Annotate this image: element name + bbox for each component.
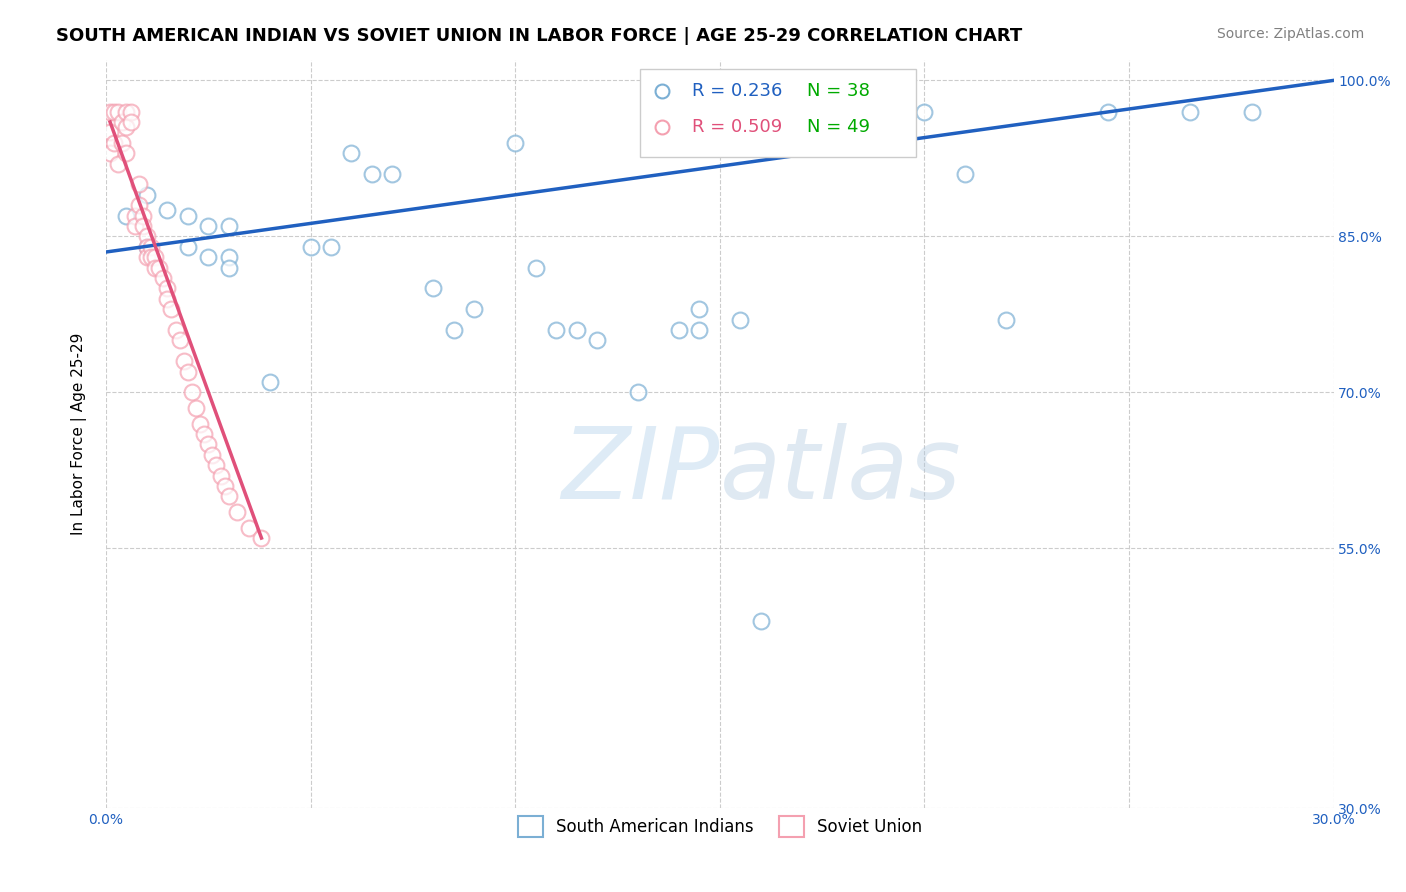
Point xyxy=(177,240,200,254)
Point xyxy=(135,250,157,264)
Point xyxy=(299,240,322,254)
Text: R = 0.509: R = 0.509 xyxy=(692,118,782,136)
Point xyxy=(132,209,155,223)
Point xyxy=(103,136,125,150)
Point xyxy=(463,302,485,317)
Point xyxy=(688,323,710,337)
Point xyxy=(135,240,157,254)
Point xyxy=(107,156,129,170)
Point xyxy=(156,203,179,218)
Point xyxy=(955,167,977,181)
Point xyxy=(103,104,125,119)
Point xyxy=(115,104,138,119)
Point xyxy=(201,448,224,462)
Point xyxy=(120,104,142,119)
Point xyxy=(139,240,162,254)
Point xyxy=(1180,104,1202,119)
Point xyxy=(218,490,240,504)
Point xyxy=(193,427,215,442)
Point xyxy=(995,312,1018,326)
Point xyxy=(115,209,138,223)
FancyBboxPatch shape xyxy=(640,69,917,157)
Legend: South American Indians, Soviet Union: South American Indians, Soviet Union xyxy=(509,808,931,845)
Point xyxy=(340,146,363,161)
Text: atlas: atlas xyxy=(720,423,962,520)
Text: R = 0.236: R = 0.236 xyxy=(692,82,782,100)
Point xyxy=(169,334,191,348)
Point xyxy=(197,437,219,451)
Point xyxy=(319,240,342,254)
Point xyxy=(124,209,146,223)
Point xyxy=(1097,104,1119,119)
Point xyxy=(872,104,894,119)
Point xyxy=(135,240,157,254)
Point xyxy=(98,104,121,119)
Point xyxy=(177,365,200,379)
Point xyxy=(214,479,236,493)
Point xyxy=(98,146,121,161)
Point xyxy=(143,250,166,264)
Point xyxy=(443,323,465,337)
Point xyxy=(132,219,155,233)
Text: N = 38: N = 38 xyxy=(807,82,870,100)
Point xyxy=(749,614,772,628)
Point xyxy=(1240,104,1263,119)
Point xyxy=(156,281,179,295)
Point xyxy=(135,187,157,202)
Point xyxy=(160,302,183,317)
Point xyxy=(546,323,568,337)
Point xyxy=(218,219,240,233)
Point xyxy=(111,136,134,150)
Point xyxy=(177,209,200,223)
Point xyxy=(912,104,935,119)
Point xyxy=(524,260,547,275)
Point xyxy=(259,375,281,389)
Text: Source: ZipAtlas.com: Source: ZipAtlas.com xyxy=(1216,27,1364,41)
Point xyxy=(250,531,273,545)
Point xyxy=(128,178,150,192)
Point xyxy=(668,323,690,337)
Point xyxy=(124,219,146,233)
Point xyxy=(184,401,207,415)
Text: SOUTH AMERICAN INDIAN VS SOVIET UNION IN LABOR FORCE | AGE 25-29 CORRELATION CHA: SOUTH AMERICAN INDIAN VS SOVIET UNION IN… xyxy=(56,27,1022,45)
Point xyxy=(688,302,710,317)
Point xyxy=(188,417,211,431)
Point xyxy=(139,250,162,264)
Point xyxy=(197,219,219,233)
Point xyxy=(152,271,174,285)
Point xyxy=(128,198,150,212)
Point xyxy=(197,250,219,264)
Point xyxy=(209,468,232,483)
Point xyxy=(381,167,404,181)
Point xyxy=(218,250,240,264)
Point xyxy=(143,260,166,275)
Point xyxy=(115,120,138,135)
Point xyxy=(226,505,249,519)
Point xyxy=(627,385,650,400)
Point xyxy=(115,146,138,161)
Point xyxy=(107,104,129,119)
Point xyxy=(180,385,202,400)
Point xyxy=(120,115,142,129)
Text: N = 49: N = 49 xyxy=(807,118,870,136)
Point xyxy=(361,167,384,181)
Point xyxy=(156,292,179,306)
Point xyxy=(503,136,526,150)
Point xyxy=(565,323,588,337)
Point xyxy=(586,334,609,348)
Point xyxy=(148,260,170,275)
Point xyxy=(218,260,240,275)
Text: ZIP: ZIP xyxy=(561,423,720,520)
Point xyxy=(165,323,187,337)
Y-axis label: In Labor Force | Age 25-29: In Labor Force | Age 25-29 xyxy=(72,333,87,535)
Point xyxy=(238,521,260,535)
Point xyxy=(111,115,134,129)
Point xyxy=(173,354,195,368)
Point xyxy=(728,312,751,326)
Point xyxy=(422,281,444,295)
Point xyxy=(135,229,157,244)
Point xyxy=(205,458,228,473)
Point xyxy=(98,125,121,139)
